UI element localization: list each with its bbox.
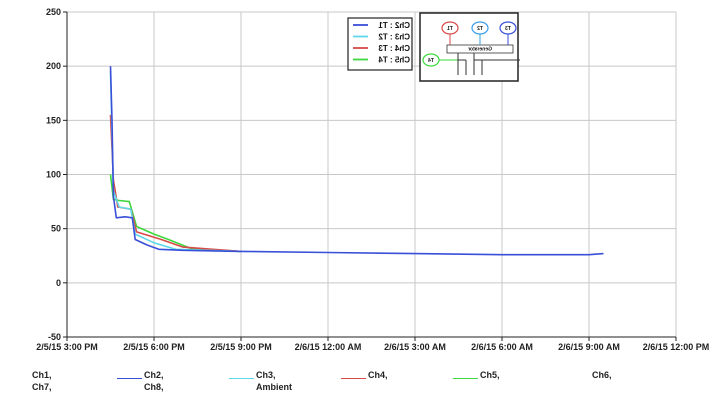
x-tick-label: 2/6/15 6:00 AM [471,342,533,352]
generator-label: Generator [468,47,492,53]
legend-label: Ambient [256,382,292,392]
x-tick-label: 2/5/15 3:00 PM [36,342,98,352]
y-tick-label: 150 [46,115,61,125]
inset-legend-label: Ch3 : T2 [378,33,410,42]
legend-swatch [453,378,478,379]
legend-label: Ch3, [256,370,276,380]
x-tick-label: 2/6/15 12:00 PM [643,342,710,352]
y-tick-label: 100 [46,170,61,180]
y-tick-label: 200 [46,61,61,71]
series-line-ch4 [109,114,242,253]
y-tick-label: 250 [46,7,61,17]
legend-label: Ch2, [144,370,164,380]
x-tick-label: 2/6/15 9:00 AM [558,342,620,352]
legend-label: Ch6, [592,370,612,380]
legend-label: Ch8, [144,382,164,392]
y-tick-label: 0 [56,278,61,288]
legend-label: Ch7, [32,382,52,392]
y-tick-labels: -50 0 50 100 150 200 250 [46,7,61,342]
legend-label: Ch1, [32,370,52,380]
legend-label: Ch5, [480,370,500,380]
legend-swatch [341,378,366,379]
legend-swatch [117,378,142,379]
inset-legend-label: Ch2 : T1 [378,21,410,30]
x-tick-label: 2/5/15 6:00 PM [123,342,185,352]
chart-series [109,66,604,256]
inset-legend-frame [347,17,413,71]
probe-label: T3 [505,26,511,32]
series-line-ch2 [109,66,604,256]
series-line-ch5 [109,174,242,253]
inset-legend-label: Ch4 : T3 [378,44,410,53]
x-tick-label: 2/6/15 3:00 AM [384,342,446,352]
probe-label: T2 [477,26,483,32]
generator-schematic: Generator T1 T2 T3 T4 [419,12,520,82]
chart-axes [63,11,677,341]
probe-label: T4 [428,58,434,64]
y-tick-label: 50 [51,224,61,234]
x-tick-label: 2/5/15 9:00 PM [210,342,272,352]
inset-legend: Ch2 : T1 Ch3 : T2 Ch4 : T3 Ch5 : T4 [347,17,413,71]
inset-legend-entry: Ch2 : T1 [353,21,410,30]
y-tick-label: -50 [48,332,61,342]
x-tick-labels: 2/5/15 3:00 PM 2/5/15 6:00 PM 2/5/15 9:00 … [36,342,709,352]
inset-legend-entry: Ch4 : T3 [353,44,410,53]
inset-legend-entry: Ch5 : T4 [353,56,410,65]
x-tick-label: 2/6/15 12:00 AM [295,342,362,352]
generator-base [457,53,520,75]
inset-legend-label: Ch5 : T4 [378,56,410,65]
probe-label: T1 [447,26,453,32]
legend-swatch [229,378,254,379]
inset-legend-entry: Ch3 : T2 [353,33,410,42]
legend-label: Ch4, [368,370,388,380]
series-line-ch3 [109,71,242,253]
